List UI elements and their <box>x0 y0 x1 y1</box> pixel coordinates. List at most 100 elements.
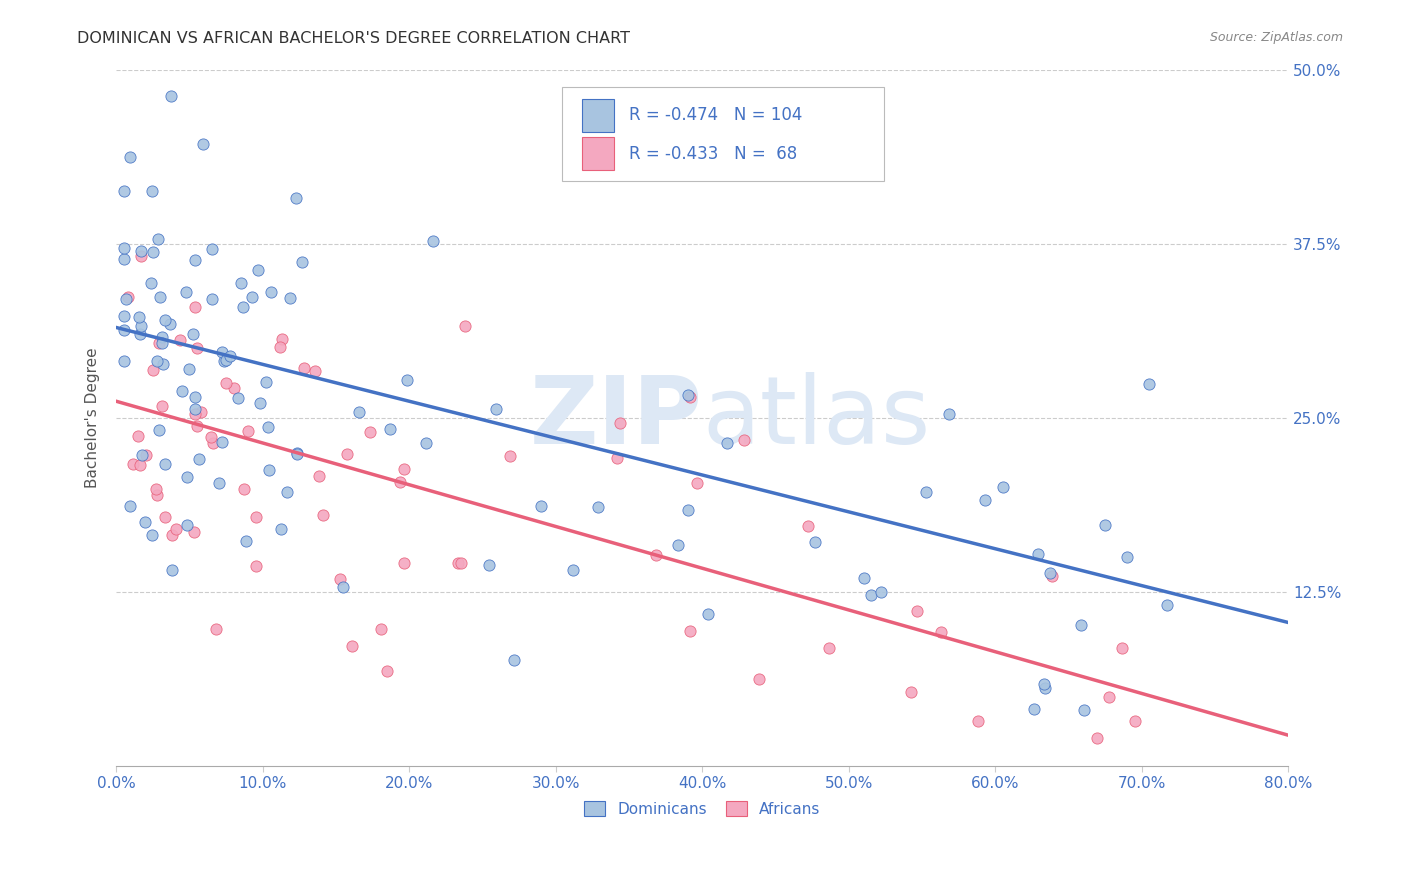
Point <box>1125 714 1147 728</box>
Point <box>226 391 249 405</box>
Point <box>308 468 330 483</box>
Point <box>174 285 197 299</box>
Point <box>191 136 214 151</box>
Point <box>134 515 156 529</box>
Point <box>184 300 207 314</box>
Point <box>329 572 352 586</box>
Point <box>938 408 960 422</box>
Point <box>716 435 738 450</box>
Point <box>238 424 260 438</box>
Point <box>148 423 170 437</box>
Point <box>184 401 207 416</box>
Point <box>246 263 269 277</box>
Text: ZIP: ZIP <box>530 372 703 464</box>
Point <box>609 416 631 430</box>
Point <box>1137 377 1160 392</box>
Point <box>973 493 995 508</box>
Point <box>1039 566 1062 581</box>
Point <box>852 571 875 585</box>
Point <box>112 252 135 267</box>
Point <box>1022 701 1045 715</box>
Point <box>797 519 820 533</box>
Point <box>162 563 184 577</box>
Point <box>176 517 198 532</box>
Point <box>118 499 141 513</box>
Point <box>218 349 240 363</box>
Point <box>422 235 444 249</box>
Point <box>450 556 472 570</box>
Point <box>914 485 936 500</box>
Text: R = -0.474   N = 104: R = -0.474 N = 104 <box>628 106 801 124</box>
Point <box>304 364 326 378</box>
Point <box>588 500 610 515</box>
Point <box>502 653 524 667</box>
Point <box>370 622 392 636</box>
Point <box>291 255 314 269</box>
Point <box>122 458 145 472</box>
Point <box>141 528 163 542</box>
Point <box>235 534 257 549</box>
Point <box>232 482 254 496</box>
Point <box>380 422 402 436</box>
Point <box>184 252 207 267</box>
Point <box>146 232 169 246</box>
Point <box>215 376 238 390</box>
Point <box>1026 547 1049 561</box>
Point <box>145 482 167 496</box>
Point <box>696 607 718 621</box>
Point <box>112 309 135 323</box>
Point <box>284 191 307 205</box>
Point <box>991 480 1014 494</box>
Point <box>278 292 301 306</box>
Point <box>676 503 699 517</box>
Point <box>212 353 235 368</box>
Point <box>686 476 709 491</box>
Point <box>200 430 222 444</box>
Point <box>606 450 628 465</box>
Point <box>176 470 198 484</box>
Point <box>336 447 359 461</box>
Point <box>129 318 152 333</box>
Point <box>332 580 354 594</box>
Point <box>208 475 231 490</box>
Point <box>153 510 176 524</box>
Point <box>211 344 233 359</box>
Point <box>169 333 191 347</box>
Point <box>112 241 135 255</box>
Point <box>162 528 184 542</box>
Point <box>149 290 172 304</box>
Point <box>818 640 841 655</box>
Point <box>392 462 415 476</box>
Point <box>240 290 263 304</box>
Point <box>271 332 294 346</box>
Point <box>562 563 585 577</box>
Point <box>1097 690 1119 705</box>
Point <box>146 353 169 368</box>
Point <box>733 434 755 448</box>
Point <box>214 353 236 368</box>
FancyBboxPatch shape <box>561 87 884 181</box>
Point <box>201 436 224 450</box>
Point <box>112 323 135 337</box>
Point <box>160 88 183 103</box>
Point <box>679 624 702 638</box>
Point <box>201 293 224 307</box>
Point <box>530 499 553 513</box>
FancyBboxPatch shape <box>582 136 614 170</box>
Point <box>141 184 163 198</box>
Point <box>1156 598 1178 612</box>
Point <box>145 488 167 502</box>
Point <box>905 604 928 618</box>
Point <box>900 685 922 699</box>
Point <box>150 330 173 344</box>
Point <box>112 354 135 368</box>
Point <box>931 625 953 640</box>
Point <box>142 362 165 376</box>
Point <box>860 588 883 602</box>
Text: R = -0.433   N =  68: R = -0.433 N = 68 <box>628 145 797 162</box>
Point <box>190 405 212 419</box>
Point <box>269 340 291 354</box>
Point <box>349 405 371 419</box>
Point <box>1035 681 1057 695</box>
Point <box>285 447 308 461</box>
